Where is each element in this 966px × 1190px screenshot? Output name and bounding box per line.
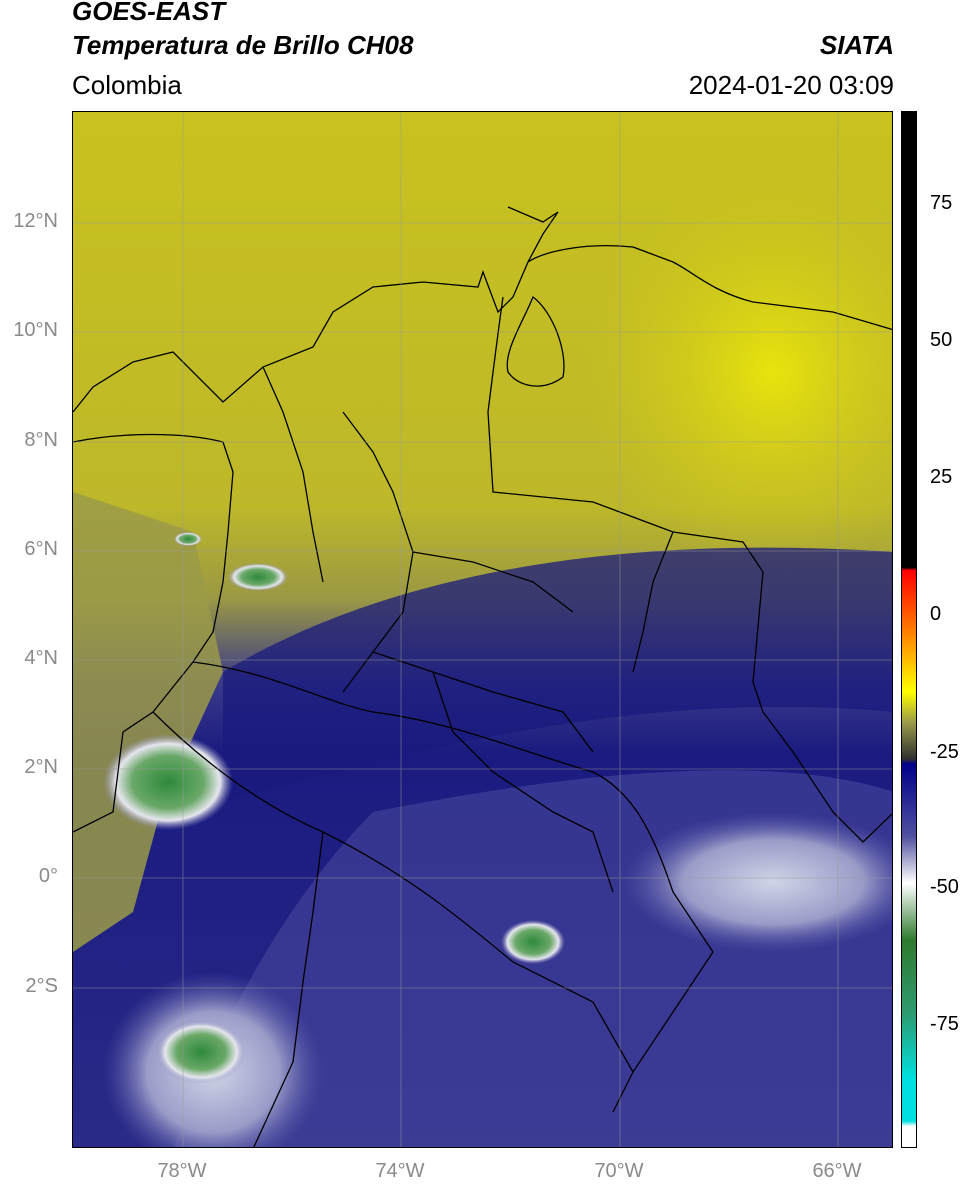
lon-label-66w: 66°W	[812, 1160, 862, 1182]
warm-region	[583, 172, 892, 572]
map-svg	[73, 112, 892, 1147]
boundaries	[73, 206, 892, 1147]
lat-label-2n: 2°N	[24, 756, 58, 778]
colorbar-svg	[902, 112, 916, 1147]
colorbar-gradient	[902, 112, 916, 1147]
region-label: Colombia	[72, 70, 182, 100]
convective-cell-north	[228, 563, 288, 591]
datetime-label: 2024-01-20 03:09	[688, 70, 894, 100]
colorbar-tick-50: 50	[930, 329, 953, 351]
colorbar-tick-neg75: -75	[930, 1013, 959, 1035]
lat-label-10n: 10°N	[13, 319, 58, 341]
lat-label-4n: 4°N	[24, 647, 58, 669]
venezuela-coast	[527, 245, 892, 331]
product-title: Temperatura de Brillo CH08	[72, 30, 414, 60]
colorbar-tick-25: 25	[930, 466, 953, 488]
convective-cell-pacific	[103, 734, 233, 830]
graticule	[73, 112, 892, 1147]
cold-band	[223, 547, 892, 802]
lon-label-74w: 74°W	[375, 1160, 425, 1182]
source-label: SIATA	[819, 30, 894, 60]
satellite-title: GOES-EAST	[72, 0, 226, 26]
lon-label-78w: 78°W	[157, 1160, 207, 1182]
lat-label-12n: 12°N	[13, 210, 58, 232]
colorbar-tick-neg25: -25	[930, 741, 959, 763]
colorbar-tick-75: 75	[930, 192, 953, 214]
convective-cell-small	[174, 532, 202, 546]
convective-cell-amazon	[501, 920, 565, 964]
lat-label-8n: 8°N	[24, 429, 58, 451]
satellite-map[interactable]	[72, 111, 893, 1148]
ocean-olive-region	[73, 492, 223, 952]
lon-label-70w: 70°W	[594, 1160, 644, 1182]
colorbar	[901, 111, 917, 1148]
colorbar-tick-0: 0	[930, 603, 942, 625]
convective-cell-ecuador	[156, 1020, 246, 1084]
lat-label-2s: 2°S	[25, 975, 58, 997]
lat-label-0: 0°	[38, 865, 58, 887]
lat-label-6n: 6°N	[24, 538, 58, 560]
colorbar-tick-neg50: -50	[930, 876, 959, 898]
caribbean-coast	[73, 206, 559, 413]
